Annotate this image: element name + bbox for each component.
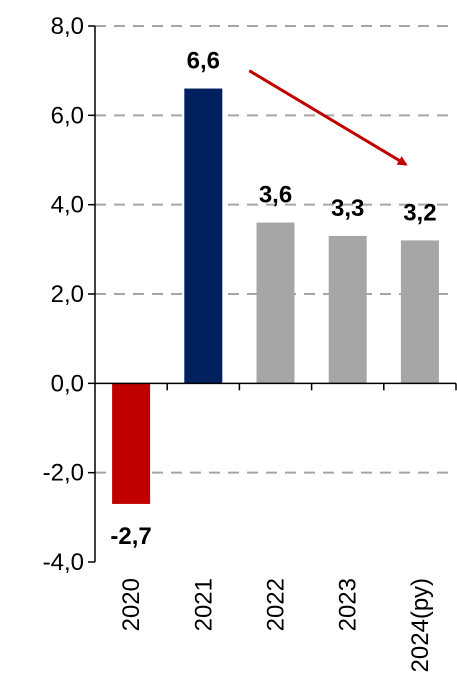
y-tick-label: -4,0: [43, 549, 84, 576]
y-tick-label: 2,0: [51, 281, 84, 308]
bar-2024(ру): [400, 240, 439, 384]
category-label-2020: 2020: [118, 578, 145, 631]
data-label-2023: 3,3: [331, 195, 364, 222]
category-label-2022: 2022: [263, 578, 290, 631]
bar-2023: [328, 235, 367, 384]
y-tick-label: 6,0: [51, 102, 84, 129]
labels: 8,0 6,0 4,0 2,0 0,0 -2,0 -4,0 -2,7 6,6 3,6 3,3 3,2 2…: [43, 13, 437, 672]
category-label-2021: 2021: [190, 578, 217, 631]
y-tick-label: -2,0: [43, 460, 84, 487]
data-label-2022: 3,6: [259, 182, 292, 209]
data-label-2024(ру): 3,2: [403, 199, 436, 226]
y-tick-label: 0,0: [51, 370, 84, 397]
y-tick-label: 8,0: [51, 13, 84, 40]
bars: [112, 88, 439, 504]
data-label-2020: -2,7: [110, 523, 151, 550]
trend-arrow: [248, 69, 408, 166]
axes: [88, 25, 457, 563]
bar-2021: [184, 88, 223, 384]
category-label-2023: 2023: [335, 578, 362, 631]
bar-2020: [112, 383, 151, 504]
y-tick-label: 4,0: [51, 192, 84, 219]
bar-2022: [256, 222, 295, 384]
data-label-2021: 6,6: [187, 48, 220, 75]
category-label-2024(ру): 2024(ру): [407, 578, 434, 672]
annotations: [248, 69, 408, 166]
